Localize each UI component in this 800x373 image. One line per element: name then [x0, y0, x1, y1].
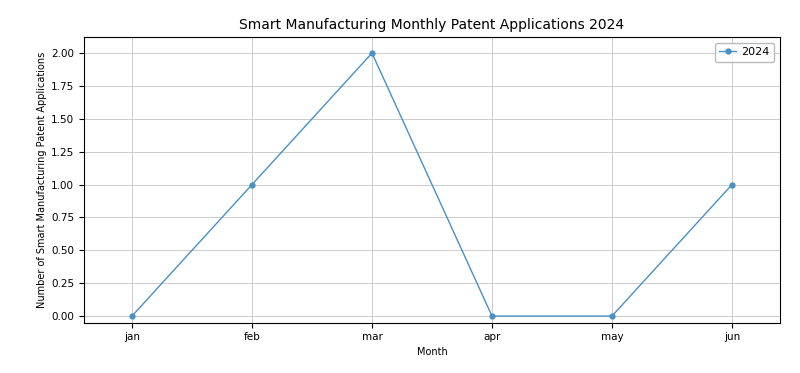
Y-axis label: Number of Smart Manufacturing Patent Applications: Number of Smart Manufacturing Patent App…	[37, 52, 47, 308]
2024	[487, 314, 497, 318]
2024	[367, 51, 377, 55]
2024	[607, 314, 617, 318]
Title: Smart Manufacturing Monthly Patent Applications 2024: Smart Manufacturing Monthly Patent Appli…	[239, 18, 625, 32]
2024	[247, 182, 257, 187]
2024	[727, 182, 737, 187]
Legend: 2024: 2024	[715, 43, 774, 62]
2024	[127, 314, 137, 318]
Line: 2024: 2024	[130, 51, 734, 319]
X-axis label: Month: Month	[417, 347, 447, 357]
